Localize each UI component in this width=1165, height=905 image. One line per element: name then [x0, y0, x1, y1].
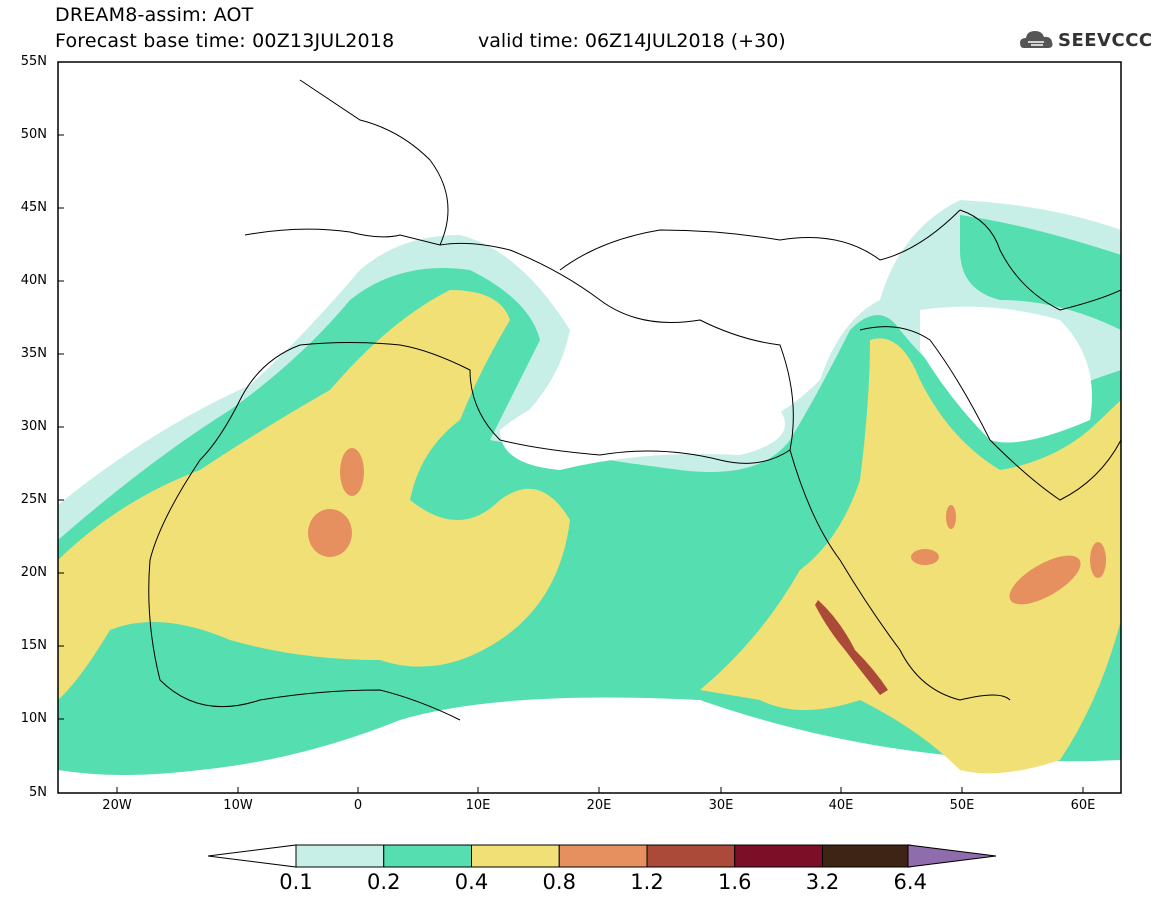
forecast-base-time: Forecast base time: 00Z13JUL2018 — [55, 30, 395, 52]
lat-label: 25N — [20, 492, 47, 507]
aot-band-0.8-d — [911, 549, 939, 565]
tick-marks — [58, 61, 1084, 793]
lon-label: 0 — [353, 798, 363, 813]
aot-field — [58, 62, 1121, 793]
aot-band-0.8-f — [1090, 542, 1106, 578]
lat-label: 5N — [29, 785, 47, 800]
aot-band-0.8-a — [308, 509, 352, 557]
lon-label: 30E — [708, 798, 734, 813]
aot-band-1.2 — [815, 600, 888, 695]
colorbar-label: 3.2 — [805, 870, 840, 894]
lat-label: 45N — [20, 200, 47, 215]
aot-gap-sahel — [58, 697, 1121, 793]
aot-band-0.8-e — [946, 505, 956, 529]
aot-band-0.2-caspian — [960, 215, 1121, 330]
aot-band-0.8-b — [340, 448, 364, 496]
colorbar-label: 6.4 — [893, 870, 927, 894]
aot-band-0.4-west — [58, 290, 570, 700]
lat-label: 30N — [20, 419, 47, 434]
lon-label: 20E — [586, 798, 612, 813]
cloud-icon — [1020, 31, 1053, 48]
lat-label: 55N — [20, 54, 47, 69]
lon-label: 40E — [828, 798, 854, 813]
lon-label: 20W — [102, 798, 132, 813]
aot-gap-mideast — [920, 306, 1092, 443]
lat-label: 10N — [20, 711, 47, 726]
lat-label: 15N — [20, 638, 47, 653]
colorbar-label: 1.2 — [630, 870, 664, 894]
colorbar-label: 1.6 — [718, 870, 752, 894]
lon-label: 10W — [223, 798, 253, 813]
lon-label: 10E — [465, 798, 491, 813]
coastlines — [148, 79, 1121, 721]
lat-label: 35N — [20, 346, 47, 361]
colorbar-label: 0.4 — [454, 870, 489, 894]
aot-band-0.4-east — [700, 338, 1121, 774]
valid-time: valid time: 06Z14JUL2018 (+30) — [478, 30, 786, 52]
colorbar-label: 0.2 — [367, 870, 401, 894]
lat-label: 50N — [20, 127, 47, 142]
seevccc-logo: SEEVCCC — [1018, 24, 1158, 58]
colorbar-label: 0.8 — [542, 870, 576, 894]
lat-label: 20N — [20, 565, 47, 580]
lon-label: 60E — [1070, 798, 1096, 813]
aot-band-0.8-c — [1009, 555, 1081, 605]
lon-label: 50E — [949, 798, 975, 813]
colorbar-label: 0.1 — [279, 870, 313, 894]
logo-text: SEEVCCC — [1058, 30, 1153, 51]
aot-gap-libya — [500, 388, 785, 470]
map-title: DREAM8-assim: AOT — [55, 4, 254, 26]
lat-label: 40N — [20, 273, 47, 288]
